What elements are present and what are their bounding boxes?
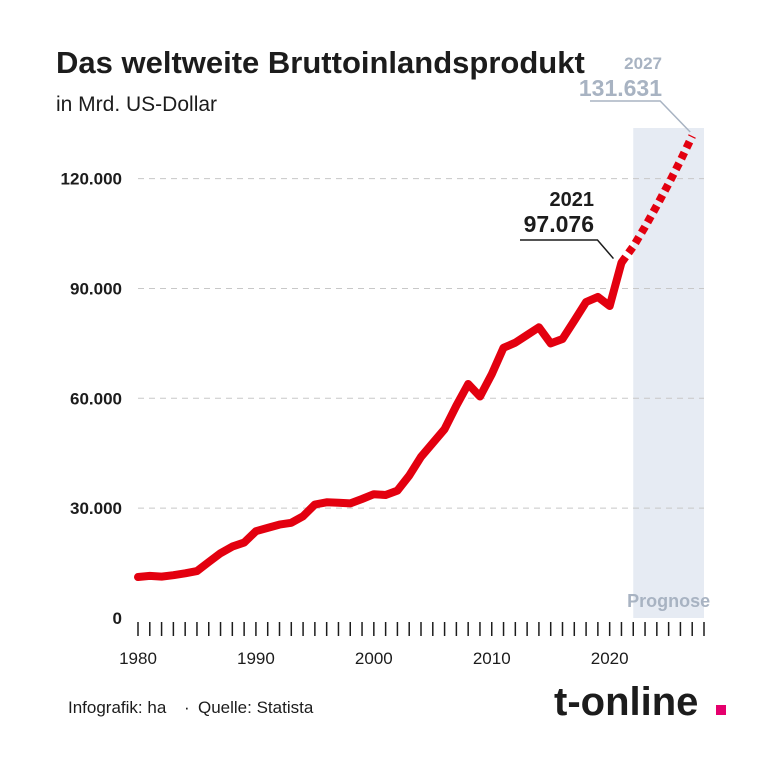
brand-logo-dot [716, 705, 726, 715]
x-tick-label: 2010 [473, 649, 511, 668]
chart-subtitle: in Mrd. US-Dollar [56, 93, 217, 116]
x-tick-label: 2020 [591, 649, 629, 668]
annotation-2027-year: 2027 [624, 54, 662, 73]
x-tick-label: 2000 [355, 649, 393, 668]
x-axis-labels: 1980 1990 2000 2010 2020 [119, 649, 628, 668]
y-tick-label: 30.000 [70, 499, 122, 518]
annotation-2027-value: 131.631 [579, 75, 662, 101]
annotation-2021-value: 97.076 [524, 211, 594, 237]
footer-credit: Infografik: ha [68, 698, 167, 717]
y-tick-label: 120.000 [61, 170, 122, 189]
y-tick-label: 60.000 [70, 389, 122, 408]
x-tick-label: 1980 [119, 649, 157, 668]
series-line-historical [134, 258, 626, 581]
x-tick-label: 1990 [237, 649, 275, 668]
y-tick-label: 0 [113, 609, 122, 628]
forecast-label: Prognose [627, 591, 710, 611]
x-axis [137, 622, 705, 636]
chart-title: Das weltweite Bruttoinlandsprodukt [56, 45, 585, 80]
annotation-2021-leader [520, 239, 615, 260]
y-axis-labels: 0 30.000 60.000 90.000 120.000 [61, 170, 122, 628]
y-tick-label: 90.000 [70, 279, 122, 298]
footer-separator: · [184, 698, 190, 717]
brand-logo-text: t-online [554, 680, 698, 724]
footer-source: Quelle: Statista [198, 698, 314, 717]
annotation-2021-year: 2021 [550, 189, 595, 211]
forecast-band [633, 128, 704, 618]
annotation-2027-leader [590, 100, 691, 133]
